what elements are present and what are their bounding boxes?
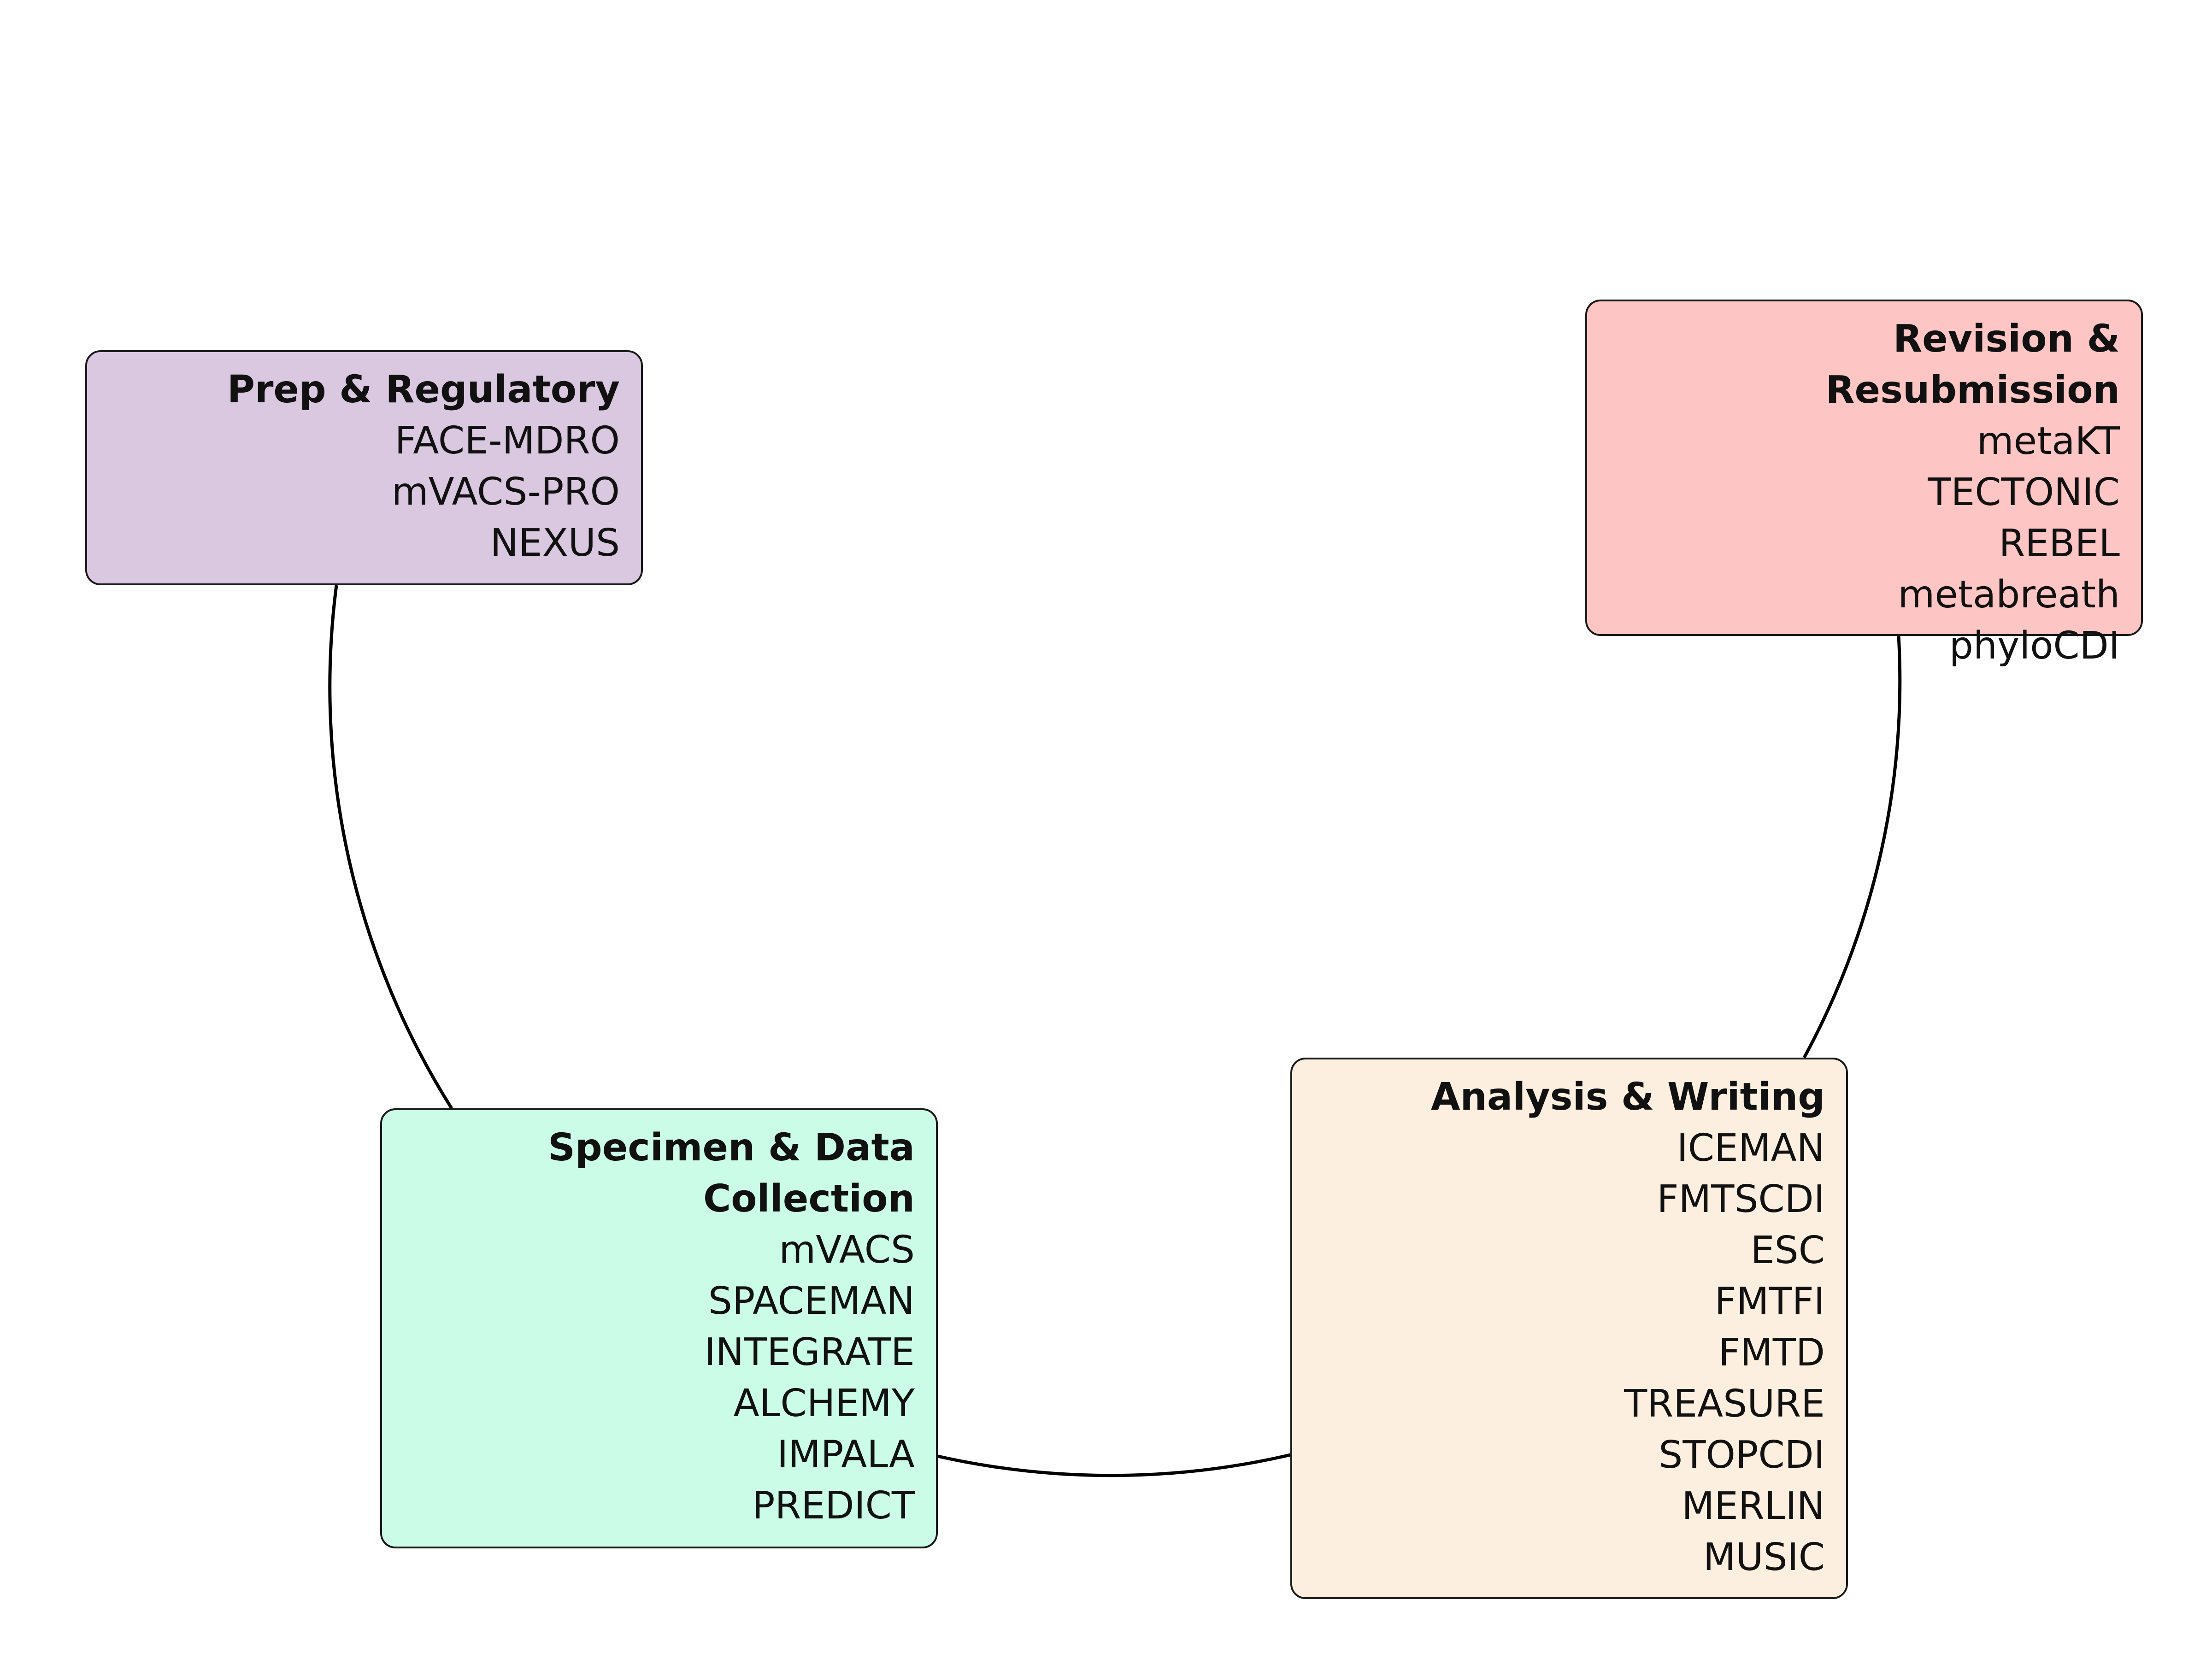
stage-title: Revision & Resubmission: [1825, 317, 2120, 412]
stage-item: phyloCDI: [1949, 624, 2120, 668]
stage-item: NEXUS: [490, 521, 620, 565]
stage-title: Specimen & Data Collection: [547, 1126, 915, 1221]
stage-title: Prep & Regulatory: [227, 368, 620, 412]
stage-item: FMTFI: [1714, 1280, 1825, 1324]
stage-item: FMTSCDI: [1657, 1177, 1825, 1221]
stage-item: REBEL: [1999, 522, 2120, 565]
stage-item: metabreath: [1898, 573, 2120, 617]
connector-prep-to-specimen: [328, 585, 453, 1109]
stage-item: FACE-MDRO: [394, 419, 620, 463]
stage-item-list: FACE-MDRO mVACS-PRO NEXUS: [106, 415, 620, 569]
stage-item: ALCHEMY: [733, 1382, 915, 1425]
stage-item: ESC: [1750, 1229, 1825, 1272]
stage-item: STOPCDI: [1659, 1433, 1825, 1477]
stage-title: Analysis & Writing: [1431, 1075, 1825, 1119]
stage-item-list: mVACS SPACEMAN INTEGRATE ALCHEMY IMPALA …: [400, 1224, 915, 1531]
stage-item: TREASURE: [1624, 1382, 1825, 1426]
stage-item: INTEGRATE: [704, 1330, 915, 1374]
stage-item: TECTONIC: [1928, 471, 2120, 514]
stage-item: IMPALA: [777, 1433, 915, 1477]
stage-item: MERLIN: [1682, 1484, 1825, 1528]
stage-box-specimen-data-collection: Specimen & Data Collection mVACS SPACEMA…: [380, 1108, 938, 1548]
stage-item: PREDICT: [752, 1484, 915, 1528]
stage-box-prep-regulatory: Prep & Regulatory FACE-MDRO mVACS-PRO NE…: [85, 350, 643, 585]
stage-box-analysis-writing: Analysis & Writing ICEMAN FMTSCDI ESC FM…: [1290, 1058, 1848, 1599]
stage-item: metaKT: [1977, 419, 2120, 463]
stage-box-revision-resubmission: Revision & Resubmission metaKT TECTONIC …: [1585, 300, 2143, 668]
stage-item: mVACS: [779, 1228, 915, 1272]
stage-item-list: ICEMAN FMTSCDI ESC FMTFI FMTD TREASURE S…: [1311, 1123, 1825, 1583]
connector-analysis-to-revision: [1802, 635, 1902, 1059]
stage-item: MUSIC: [1703, 1535, 1825, 1579]
stage-item-list: metaKT TECTONIC REBEL metabreath phyloCD…: [1606, 416, 2120, 671]
stage-item: mVACS-PRO: [391, 470, 620, 514]
stage-item: SPACEMAN: [708, 1279, 915, 1323]
stage-item: ICEMAN: [1677, 1126, 1825, 1170]
connector-specimen-to-analysis: [937, 1453, 1291, 1477]
stage-item: FMTD: [1718, 1331, 1825, 1375]
